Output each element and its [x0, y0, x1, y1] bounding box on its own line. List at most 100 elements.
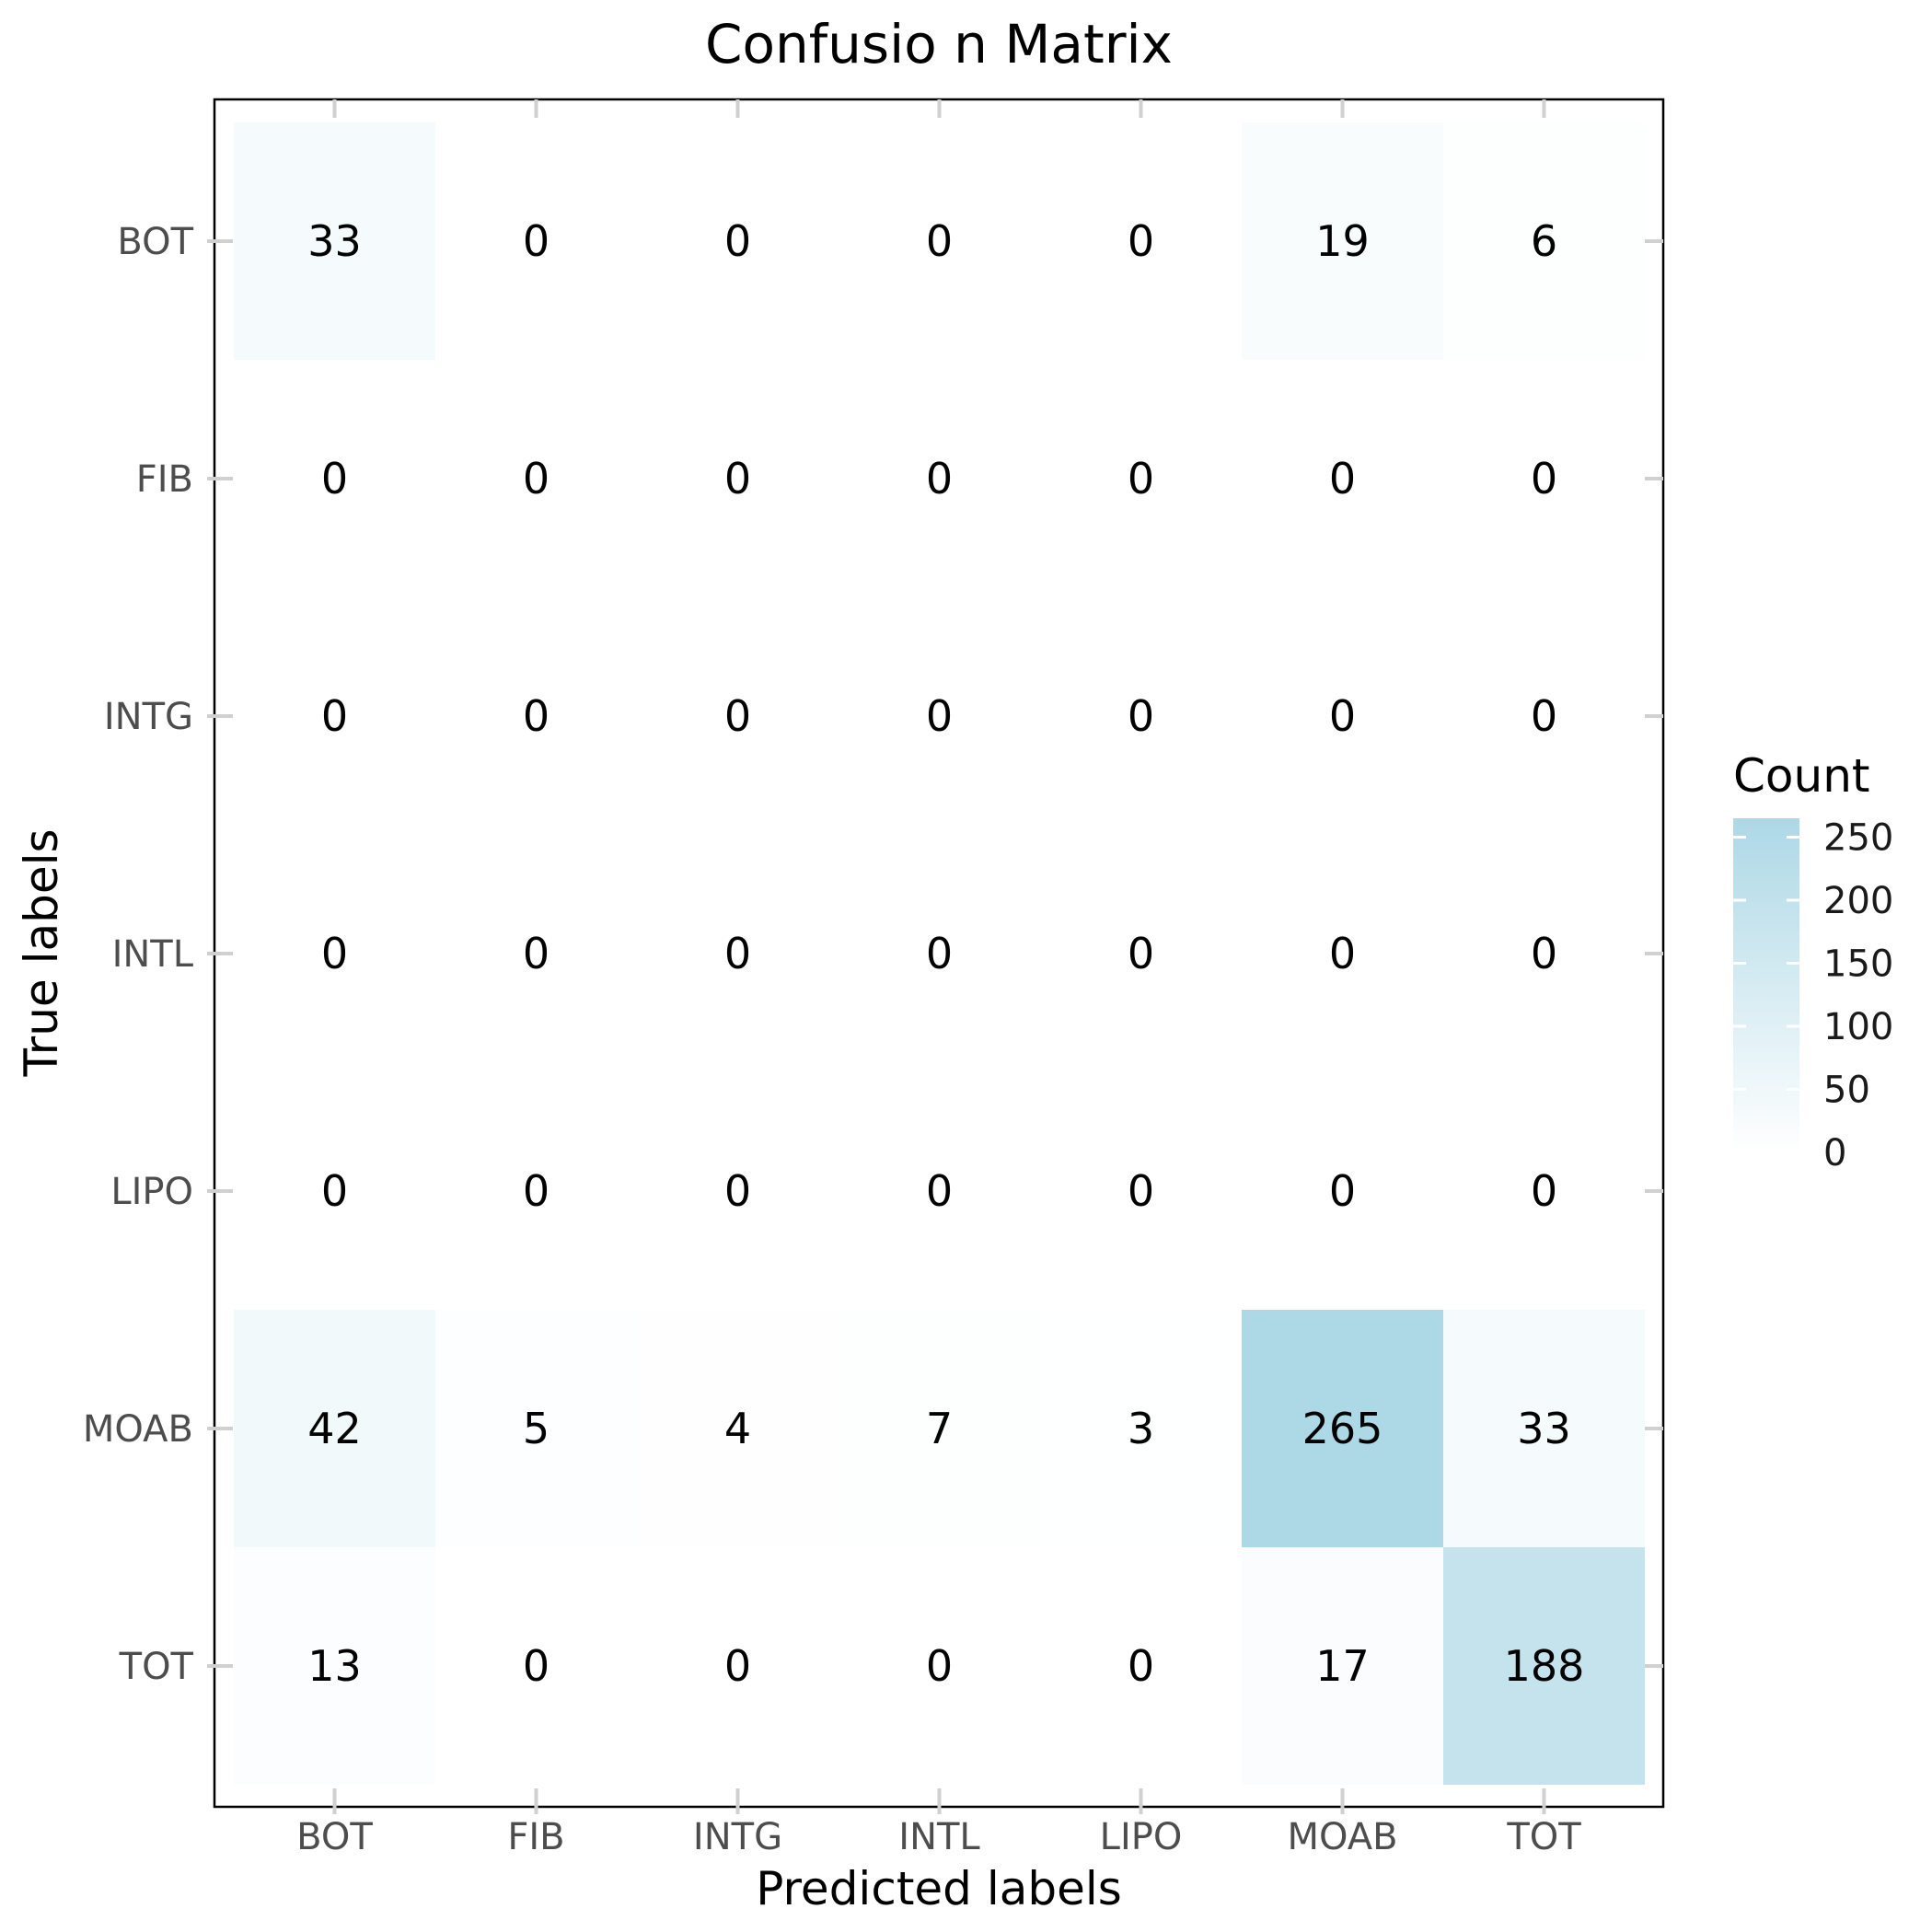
heatmap-cell-intl-moab — [1242, 835, 1443, 1072]
heatmap-cell-intl-lipo — [1040, 835, 1242, 1072]
cell-value-intl-intg: 0 — [724, 929, 751, 978]
cell-value-intg-intl: 0 — [926, 691, 953, 741]
heatmap-cell-bot-intg — [637, 122, 839, 360]
legend-color-bar — [1733, 818, 1799, 1152]
heatmap-cell-tot-moab — [1242, 1547, 1443, 1785]
x-tick-label-intl: INTL — [898, 1816, 980, 1858]
cell-value-fib-tot: 0 — [1531, 454, 1557, 503]
legend-title: Count — [1733, 749, 1870, 803]
y-tick-label-intg: INTG — [104, 696, 193, 738]
cell-value-lipo-fib: 0 — [523, 1166, 550, 1216]
x-tick-label-tot: TOT — [1506, 1816, 1581, 1858]
cell-value-lipo-moab: 0 — [1329, 1166, 1356, 1216]
heatmap-cell-intl-intl — [839, 835, 1040, 1072]
heatmap-cell-bot-tot — [1443, 122, 1645, 360]
x-axis-title: Predicted labels — [756, 1862, 1122, 1915]
cell-value-moab-lipo: 3 — [1128, 1404, 1154, 1453]
heatmap-cell-lipo-intl — [839, 1072, 1040, 1310]
cell-value-tot-fib: 0 — [523, 1641, 550, 1691]
cell-value-fib-intl: 0 — [926, 454, 953, 503]
cell-value-bot-lipo: 0 — [1128, 216, 1154, 266]
cell-value-intl-lipo: 0 — [1128, 929, 1154, 978]
heatmap-cell-lipo-moab — [1242, 1072, 1443, 1310]
heatmap-cell-tot-intg — [637, 1547, 839, 1785]
cell-value-moab-intl: 7 — [926, 1404, 953, 1453]
heatmap-cell-tot-fib — [435, 1547, 637, 1785]
legend-tick-label-150: 150 — [1823, 943, 1893, 986]
legend-tick-label-200: 200 — [1823, 880, 1893, 922]
cell-value-tot-bot: 13 — [307, 1641, 362, 1691]
heatmap-cell-intl-tot — [1443, 835, 1645, 1072]
heatmap-cell-tot-lipo — [1040, 1547, 1242, 1785]
x-tick-label-moab: MOAB — [1287, 1816, 1397, 1858]
heatmap-cell-bot-intl — [839, 122, 1040, 360]
cell-value-fib-fib: 0 — [523, 454, 550, 503]
cell-value-bot-bot: 33 — [307, 216, 362, 266]
y-tick-label-lipo: LIPO — [110, 1171, 193, 1213]
heatmap-cell-intl-fib — [435, 835, 637, 1072]
cell-value-intg-lipo: 0 — [1128, 691, 1154, 741]
cell-value-fib-moab: 0 — [1329, 454, 1356, 503]
y-tick-label-fib: FIB — [136, 458, 193, 501]
cell-value-lipo-lipo: 0 — [1128, 1166, 1154, 1216]
heatmap-cell-intl-bot — [234, 835, 435, 1072]
cell-value-fib-intg: 0 — [724, 454, 751, 503]
cell-value-tot-moab: 17 — [1315, 1641, 1370, 1691]
y-tick-label-intl: INTL — [112, 933, 194, 976]
heatmap-cell-intg-intl — [839, 597, 1040, 835]
heatmap-cell-tot-tot — [1443, 1547, 1645, 1785]
cell-value-moab-bot: 42 — [307, 1404, 362, 1453]
cell-value-moab-intg: 4 — [724, 1404, 751, 1453]
cell-value-moab-tot: 33 — [1517, 1404, 1571, 1453]
cell-value-tot-intg: 0 — [724, 1641, 751, 1691]
legend-tick-label-100: 100 — [1823, 1006, 1893, 1048]
heatmap-cell-moab-lipo — [1040, 1310, 1242, 1547]
heatmap-cell-moab-fib — [435, 1310, 637, 1547]
y-tick-label-bot: BOT — [117, 221, 193, 263]
cell-value-tot-intl: 0 — [926, 1641, 953, 1691]
heatmap-cells — [234, 122, 1645, 1785]
heatmap-cell-lipo-intg — [637, 1072, 839, 1310]
cell-value-lipo-bot: 0 — [321, 1166, 348, 1216]
heatmap-cell-fib-intl — [839, 360, 1040, 597]
heatmap-cell-tot-intl — [839, 1547, 1040, 1785]
heatmap-cell-bot-bot — [234, 122, 435, 360]
legend-tick-label-50: 50 — [1823, 1070, 1870, 1112]
cell-value-lipo-intl: 0 — [926, 1166, 953, 1216]
legend-tick-label-250: 250 — [1823, 817, 1893, 860]
heatmap-cell-fib-intg — [637, 360, 839, 597]
x-tick-label-fib: FIB — [507, 1816, 564, 1858]
cell-value-intg-bot: 0 — [321, 691, 348, 741]
cell-value-lipo-tot: 0 — [1531, 1166, 1557, 1216]
heatmap-cell-lipo-tot — [1443, 1072, 1645, 1310]
cell-value-bot-intl: 0 — [926, 216, 953, 266]
heatmap-cell-intg-tot — [1443, 597, 1645, 835]
cell-value-bot-tot: 6 — [1531, 216, 1557, 266]
y-tick-label-moab: MOAB — [83, 1408, 193, 1451]
cell-value-tot-tot: 188 — [1504, 1641, 1585, 1691]
cell-value-bot-intg: 0 — [724, 216, 751, 266]
cell-value-intl-tot: 0 — [1531, 929, 1557, 978]
x-tick-label-intg: INTG — [693, 1816, 782, 1858]
x-axis-tick-labels: BOT FIB INTG INTL LIPO MOAB TOT — [296, 1816, 1581, 1858]
color-legend: Count 0 50 100 150 200 250 — [1733, 749, 1893, 1174]
chart-title: Confusio n Matrix — [705, 13, 1173, 75]
cell-value-intg-fib: 0 — [523, 691, 550, 741]
x-tick-label-bot: BOT — [296, 1816, 373, 1858]
heatmap-cell-moab-intg — [637, 1310, 839, 1547]
cell-value-lipo-intg: 0 — [724, 1166, 751, 1216]
heatmap-cell-moab-intl — [839, 1310, 1040, 1547]
cell-value-intl-fib: 0 — [523, 929, 550, 978]
heatmap-cell-lipo-fib — [435, 1072, 637, 1310]
heatmap-cell-fib-fib — [435, 360, 637, 597]
legend-ticks: 0 50 100 150 200 250 — [1733, 817, 1893, 1174]
cell-value-fib-bot: 0 — [321, 454, 348, 503]
heatmap-cell-intg-fib — [435, 597, 637, 835]
heatmap-cell-lipo-bot — [234, 1072, 435, 1310]
heatmap-cell-moab-bot — [234, 1310, 435, 1547]
heatmap-cell-intl-intg — [637, 835, 839, 1072]
x-tick-label-lipo: LIPO — [1100, 1816, 1183, 1858]
y-axis-tick-labels: BOT FIB INTG INTL LIPO MOAB TOT — [83, 221, 194, 1688]
heatmap-cell-lipo-lipo — [1040, 1072, 1242, 1310]
